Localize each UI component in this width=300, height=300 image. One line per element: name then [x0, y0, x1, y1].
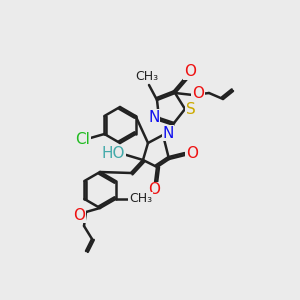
Text: HO: HO [101, 146, 125, 160]
Text: O: O [184, 64, 196, 80]
Text: O: O [148, 182, 160, 197]
Text: N: N [148, 110, 160, 124]
Text: O: O [73, 208, 85, 223]
Text: CH₃: CH₃ [129, 193, 152, 206]
Text: N: N [162, 125, 174, 140]
Text: O: O [192, 86, 204, 101]
Text: O: O [186, 146, 198, 160]
Text: CH₃: CH₃ [135, 70, 159, 83]
Text: Cl: Cl [75, 133, 90, 148]
Text: S: S [186, 103, 196, 118]
